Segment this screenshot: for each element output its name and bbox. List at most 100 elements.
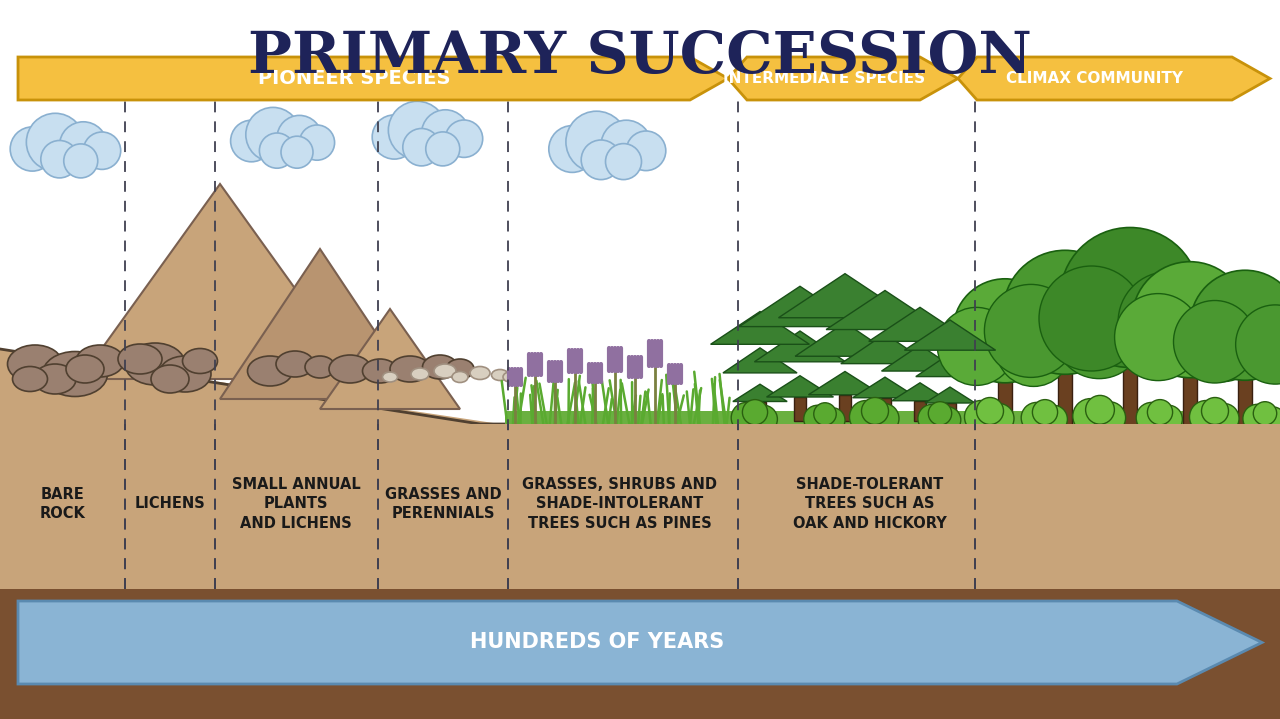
Circle shape bbox=[977, 398, 1004, 424]
Polygon shape bbox=[220, 249, 420, 399]
Text: GRASSES, SHRUBS AND
SHADE-INTOLERANT
TREES SUCH AS PINES: GRASSES, SHRUBS AND SHADE-INTOLERANT TRE… bbox=[522, 477, 718, 531]
Circle shape bbox=[1180, 298, 1263, 382]
Ellipse shape bbox=[159, 356, 211, 392]
Bar bbox=[838, 395, 851, 421]
Polygon shape bbox=[767, 376, 833, 397]
Ellipse shape bbox=[305, 356, 335, 378]
Ellipse shape bbox=[151, 365, 189, 393]
Circle shape bbox=[605, 144, 641, 180]
Text: PRIMARY SUCCESSION: PRIMARY SUCCESSION bbox=[248, 29, 1032, 85]
Circle shape bbox=[59, 122, 108, 170]
Ellipse shape bbox=[329, 355, 371, 383]
Polygon shape bbox=[925, 387, 975, 403]
Circle shape bbox=[918, 404, 946, 433]
Polygon shape bbox=[728, 57, 957, 100]
Circle shape bbox=[869, 403, 899, 434]
Ellipse shape bbox=[183, 349, 218, 373]
Ellipse shape bbox=[383, 372, 398, 382]
Circle shape bbox=[749, 406, 777, 434]
Polygon shape bbox=[18, 57, 728, 100]
Circle shape bbox=[1174, 301, 1256, 383]
Bar bbox=[945, 403, 956, 421]
Bar bbox=[1238, 372, 1252, 427]
Ellipse shape bbox=[434, 364, 456, 378]
Circle shape bbox=[602, 120, 652, 170]
Text: LICHENS: LICHENS bbox=[134, 497, 205, 511]
Ellipse shape bbox=[35, 364, 76, 394]
Circle shape bbox=[1093, 402, 1125, 434]
Circle shape bbox=[1085, 395, 1115, 424]
Polygon shape bbox=[79, 184, 360, 379]
Ellipse shape bbox=[76, 345, 124, 377]
Bar bbox=[754, 401, 765, 421]
Bar bbox=[0, 424, 1280, 589]
Circle shape bbox=[1202, 398, 1229, 424]
Circle shape bbox=[934, 407, 961, 433]
Polygon shape bbox=[957, 57, 1270, 100]
Circle shape bbox=[1235, 305, 1280, 384]
Ellipse shape bbox=[276, 351, 314, 377]
Circle shape bbox=[10, 127, 55, 171]
Circle shape bbox=[1119, 272, 1219, 372]
Polygon shape bbox=[723, 348, 797, 373]
Text: HUNDREDS OF YEARS: HUNDREDS OF YEARS bbox=[470, 633, 724, 653]
Circle shape bbox=[965, 400, 997, 434]
Circle shape bbox=[282, 136, 314, 168]
Polygon shape bbox=[740, 286, 860, 326]
Bar bbox=[914, 400, 925, 421]
Circle shape bbox=[820, 408, 845, 433]
Circle shape bbox=[1260, 407, 1280, 433]
Circle shape bbox=[1055, 289, 1144, 379]
Circle shape bbox=[388, 101, 447, 159]
Bar bbox=[998, 375, 1012, 427]
Polygon shape bbox=[852, 377, 918, 398]
Circle shape bbox=[1004, 250, 1126, 375]
Ellipse shape bbox=[503, 372, 517, 382]
Polygon shape bbox=[915, 354, 984, 377]
Circle shape bbox=[300, 125, 334, 160]
Polygon shape bbox=[0, 349, 1280, 719]
Text: BARE
ROCK: BARE ROCK bbox=[40, 487, 86, 521]
Polygon shape bbox=[892, 383, 948, 400]
Ellipse shape bbox=[362, 359, 398, 383]
Circle shape bbox=[626, 131, 666, 170]
Circle shape bbox=[954, 279, 1057, 383]
Ellipse shape bbox=[125, 343, 186, 385]
Ellipse shape bbox=[422, 355, 457, 379]
Ellipse shape bbox=[470, 367, 490, 380]
Ellipse shape bbox=[8, 345, 63, 383]
Circle shape bbox=[445, 120, 483, 157]
Bar bbox=[794, 397, 806, 421]
Ellipse shape bbox=[118, 344, 163, 374]
Ellipse shape bbox=[42, 352, 108, 396]
Text: GRASSES AND
PERENNIALS: GRASSES AND PERENNIALS bbox=[385, 487, 502, 521]
Circle shape bbox=[928, 402, 952, 425]
Circle shape bbox=[1039, 406, 1068, 434]
Circle shape bbox=[1115, 293, 1202, 380]
Text: INTERMEDIATE SPECIES: INTERMEDIATE SPECIES bbox=[723, 71, 925, 86]
Ellipse shape bbox=[492, 370, 508, 380]
Circle shape bbox=[996, 311, 1071, 386]
Circle shape bbox=[1189, 400, 1222, 434]
Polygon shape bbox=[18, 601, 1262, 684]
Ellipse shape bbox=[452, 372, 468, 383]
Polygon shape bbox=[733, 384, 787, 401]
Circle shape bbox=[731, 403, 762, 434]
Circle shape bbox=[549, 126, 595, 173]
Circle shape bbox=[27, 114, 84, 171]
Circle shape bbox=[1253, 402, 1276, 425]
Circle shape bbox=[984, 403, 1014, 434]
Circle shape bbox=[804, 406, 831, 433]
Circle shape bbox=[426, 132, 460, 166]
Circle shape bbox=[814, 403, 836, 425]
Bar bbox=[1123, 357, 1137, 427]
Circle shape bbox=[246, 107, 301, 162]
Bar bbox=[1183, 369, 1197, 427]
Ellipse shape bbox=[13, 367, 47, 392]
Circle shape bbox=[64, 144, 97, 178]
Circle shape bbox=[937, 308, 1015, 385]
Polygon shape bbox=[0, 589, 1280, 719]
Polygon shape bbox=[754, 331, 846, 362]
Polygon shape bbox=[320, 309, 460, 409]
Polygon shape bbox=[869, 307, 972, 342]
